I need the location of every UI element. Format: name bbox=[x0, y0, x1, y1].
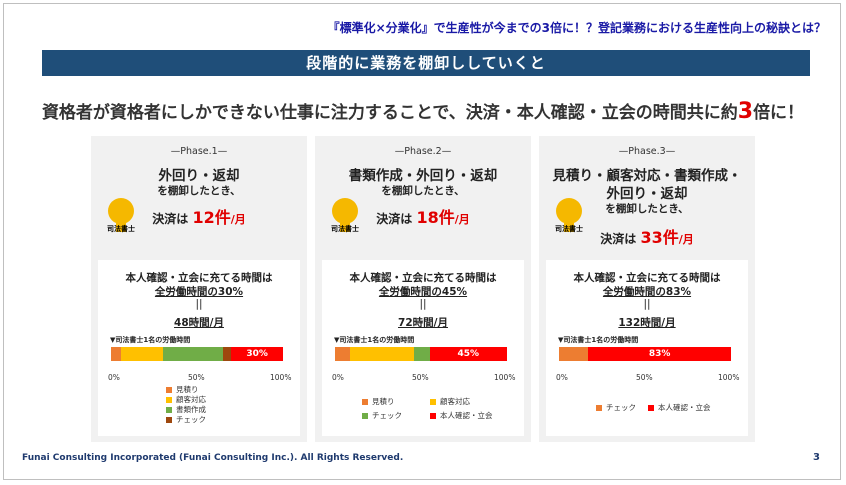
person-label: 司法書士 bbox=[555, 225, 583, 233]
headline: 資格者が資格者にしかできない仕事に注力することで、決済・本人確認・立会の時間共に… bbox=[0, 98, 846, 124]
bar-segment bbox=[350, 347, 415, 361]
person-label: 司法書士 bbox=[107, 225, 135, 233]
deal-count-value: 12件 bbox=[192, 208, 231, 227]
bar-segment bbox=[335, 347, 351, 361]
bar-segment bbox=[414, 347, 430, 361]
phase-label: —Phase.3— bbox=[618, 146, 676, 157]
bar-segment bbox=[559, 347, 589, 361]
phase-panel-2: —Phase.2— 書類作成・外回り・返却 を棚卸したとき、 司法書士 決済は … bbox=[315, 136, 531, 442]
phase-target-sub: を棚卸したとき、 bbox=[381, 185, 465, 197]
phase-label: —Phase.1— bbox=[170, 146, 228, 157]
phase-target-line2: 外回り・返却 bbox=[606, 186, 688, 202]
footer-copyright: Funai Consulting Incorporated (Funai Con… bbox=[22, 453, 404, 463]
tick-100: 100% bbox=[718, 373, 740, 382]
bar-segment bbox=[121, 347, 163, 361]
headline-text: 資格者が資格者にしかできない仕事に注力することで、決済・本人確認・立会の時間共に… bbox=[41, 103, 738, 123]
legend-item: チェック bbox=[596, 402, 636, 413]
equals-mark: || bbox=[195, 298, 203, 310]
bar-segment bbox=[162, 347, 223, 361]
legend-item: 書類作成 bbox=[166, 404, 206, 415]
time-share: 全労働時間の30% bbox=[154, 286, 244, 298]
tick-50: 50% bbox=[412, 373, 429, 382]
legend-item: 顧客対応 bbox=[166, 394, 206, 405]
legend-item: 顧客対応 bbox=[430, 396, 470, 407]
stacked-bar: 45% bbox=[335, 347, 507, 361]
tick-100: 100% bbox=[494, 373, 516, 382]
phase-label: —Phase.2— bbox=[394, 146, 452, 157]
time-heading: 本人確認・立会に充てる時間は bbox=[125, 272, 273, 284]
deal-count-label: 決済は bbox=[152, 212, 189, 226]
time-breakdown-box: 本人確認・立会に充てる時間は 全労働時間の83% || 132時間/月 ▼司法書… bbox=[546, 260, 748, 436]
segment-label: 45% bbox=[457, 349, 480, 359]
deal-count-value: 18件 bbox=[416, 208, 455, 227]
phase-target: 書類作成・外回り・返却 bbox=[348, 168, 498, 184]
headline-number: 3 bbox=[737, 99, 754, 124]
phase-target-sub: を棚卸したとき、 bbox=[157, 185, 241, 197]
tick-50: 50% bbox=[188, 373, 205, 382]
deal-count-label: 決済は bbox=[376, 212, 413, 226]
phase-panel-1: —Phase.1— 外回り・返却 を棚卸したとき、 司法書士 決済は 12件/月… bbox=[91, 136, 307, 442]
slide-top-title: 『標準化×分業化』で生産性が今までの3倍に！？登記業務における生産性向上の秘訣と… bbox=[327, 21, 826, 35]
time-breakdown-box: 本人確認・立会に充てる時間は 全労働時間の30% || 48時間/月 ▼司法書士… bbox=[98, 260, 300, 436]
deal-count-unit: /月 bbox=[678, 233, 694, 246]
tick-0: 0% bbox=[556, 373, 568, 382]
bar-segment bbox=[111, 347, 122, 361]
deal-count: 決済は 18件/月 bbox=[315, 204, 531, 228]
bar-segment: 45% bbox=[429, 347, 507, 361]
page-number: 3 bbox=[813, 452, 820, 463]
bar-segment bbox=[222, 347, 232, 361]
equals-mark: || bbox=[419, 298, 427, 310]
equals-mark: || bbox=[643, 298, 651, 310]
deal-count-unit: /月 bbox=[454, 213, 470, 226]
time-share: 全労働時間の83% bbox=[602, 286, 692, 298]
phase-target: 見積り・顧客対応・書類作成・ bbox=[552, 168, 742, 184]
bar-segment: 83% bbox=[588, 347, 731, 361]
tick-0: 0% bbox=[332, 373, 344, 382]
headline-suffix: 倍に！ bbox=[753, 103, 805, 123]
legend-item: チェック bbox=[166, 414, 206, 425]
bar-segment: 30% bbox=[231, 347, 283, 361]
segment-label: 30% bbox=[246, 349, 268, 359]
time-breakdown-box: 本人確認・立会に充てる時間は 全労働時間の45% || 72時間/月 ▼司法書士… bbox=[322, 260, 524, 436]
segment-label: 83% bbox=[648, 349, 671, 359]
deal-count-label: 決済は bbox=[600, 232, 637, 246]
stacked-bar: 83% bbox=[559, 347, 731, 361]
tick-100: 100% bbox=[270, 373, 292, 382]
deal-count: 決済は 12件/月 bbox=[91, 204, 307, 228]
time-hours: 132時間/月 bbox=[618, 317, 676, 329]
section-banner: 段階的に業務を棚卸ししていくと bbox=[42, 50, 810, 76]
legend-item: 見積り bbox=[362, 396, 395, 407]
legend-item: 本人確認・立会 bbox=[430, 410, 493, 421]
bar-caption: ▼司法書士1名の労働時間 bbox=[110, 336, 191, 344]
bar-caption: ▼司法書士1名の労働時間 bbox=[558, 336, 639, 344]
time-share: 全労働時間の45% bbox=[378, 286, 468, 298]
time-heading: 本人確認・立会に充てる時間は bbox=[573, 272, 721, 284]
tick-0: 0% bbox=[108, 373, 120, 382]
deal-count: 決済は 33件/月 bbox=[539, 224, 755, 248]
legend-item: 見積り bbox=[166, 384, 199, 395]
legend-item: 本人確認・立会 bbox=[648, 402, 711, 413]
phase-target: 外回り・返却 bbox=[158, 168, 240, 184]
phase-target-sub: を棚卸したとき、 bbox=[605, 203, 689, 215]
time-hours: 72時間/月 bbox=[398, 317, 448, 329]
tick-50: 50% bbox=[636, 373, 653, 382]
deal-count-unit: /月 bbox=[230, 213, 246, 226]
stacked-bar: 30% bbox=[111, 347, 283, 361]
time-heading: 本人確認・立会に充てる時間は bbox=[349, 272, 497, 284]
phase-panel-3: —Phase.3— 見積り・顧客対応・書類作成・ 外回り・返却 を棚卸したとき、… bbox=[539, 136, 755, 442]
time-hours: 48時間/月 bbox=[174, 317, 224, 329]
person-label: 司法書士 bbox=[331, 225, 359, 233]
legend-item: チェック bbox=[362, 410, 402, 421]
bar-caption: ▼司法書士1名の労働時間 bbox=[334, 336, 415, 344]
deal-count-value: 33件 bbox=[640, 228, 679, 247]
